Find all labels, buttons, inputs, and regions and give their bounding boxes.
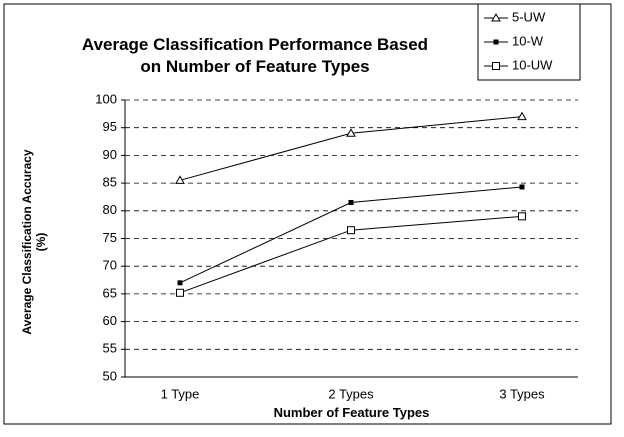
x-tick-label: 3 Types xyxy=(499,386,545,401)
legend-label: 5-UW xyxy=(512,9,546,24)
y-tick-label: 100 xyxy=(95,91,117,106)
series-line xyxy=(179,116,523,181)
marker xyxy=(493,39,499,45)
y-tick-label: 65 xyxy=(103,285,117,300)
y-tick-label: 95 xyxy=(103,119,117,134)
chart-title: Average Classification Performance Based… xyxy=(81,35,429,76)
marker xyxy=(517,111,527,121)
y-tick-label: 75 xyxy=(103,230,117,245)
y-tick-label: 85 xyxy=(103,175,117,190)
y-tick-label: 90 xyxy=(103,147,117,162)
marker xyxy=(346,128,356,137)
marker xyxy=(491,12,501,22)
y-tick-label: 80 xyxy=(103,202,117,217)
x-axis-label: Number of Feature Types xyxy=(273,405,430,420)
y-tick-label: 55 xyxy=(103,341,117,356)
y-axis-label: Average Classification Accuracy (%) xyxy=(20,149,48,335)
marker xyxy=(177,280,183,286)
marker xyxy=(492,62,500,70)
marker xyxy=(519,184,525,190)
marker xyxy=(347,226,355,235)
chart-border xyxy=(3,3,612,425)
legend-label: 10-W xyxy=(512,33,544,48)
marker xyxy=(175,175,185,184)
marker xyxy=(348,199,354,205)
x-tick-label: 2 Types xyxy=(328,386,374,401)
x-tick-label: 1 Type xyxy=(161,386,200,401)
y-tick-label: 70 xyxy=(103,258,117,273)
marker xyxy=(176,288,184,297)
y-tick-label: 60 xyxy=(103,313,117,328)
legend-label: 10-UW xyxy=(512,57,553,72)
y-tick-label: 50 xyxy=(103,368,117,383)
marker xyxy=(518,212,526,221)
